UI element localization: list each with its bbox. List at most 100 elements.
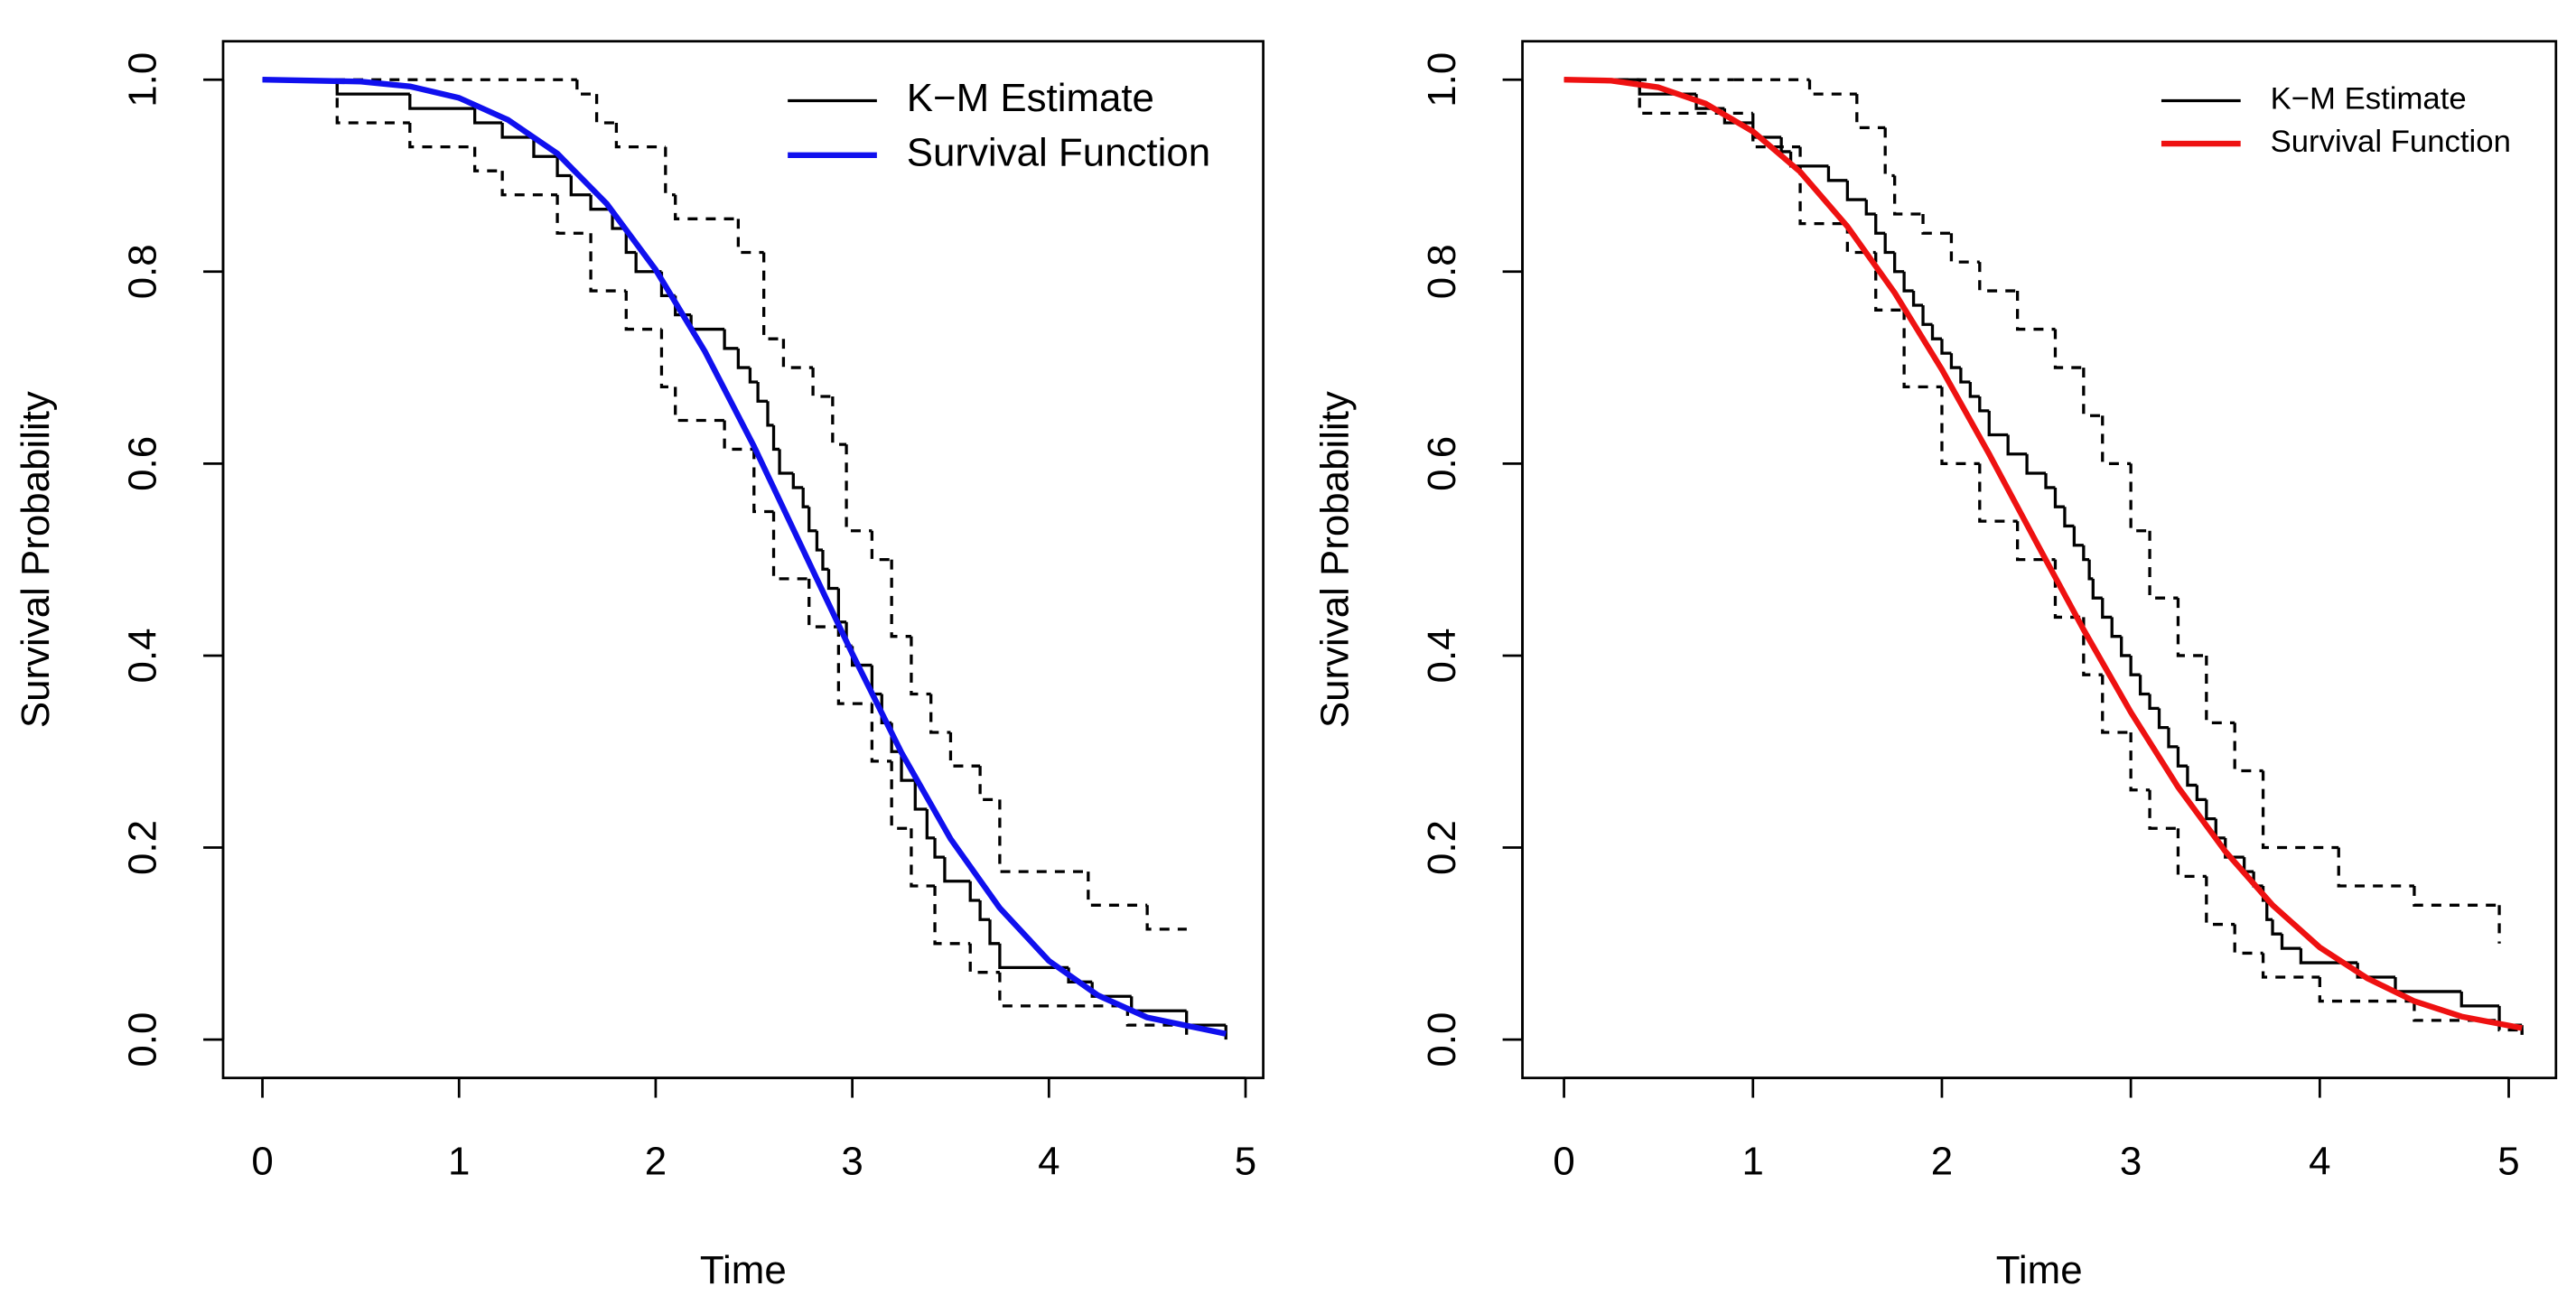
km-step — [1779, 136, 1791, 154]
km-step — [1090, 982, 1132, 998]
ci-step — [2233, 924, 2263, 955]
ci-step — [968, 943, 1000, 974]
km-step — [1902, 271, 1914, 293]
km-step — [2110, 617, 2122, 638]
ci-step — [674, 194, 739, 220]
km-step — [1788, 151, 1829, 168]
ci-step — [2205, 655, 2235, 724]
ci-step — [929, 694, 951, 734]
ci-step — [2176, 598, 2207, 657]
ci-step — [659, 329, 676, 388]
ci-step — [1087, 871, 1148, 907]
y-tick-label: 0.8 — [121, 244, 165, 299]
km-step — [2394, 977, 2462, 993]
km-step — [826, 569, 839, 591]
ci-step — [614, 123, 666, 149]
legend-label: K−M Estimate — [907, 76, 1154, 120]
km-step — [2129, 655, 2141, 676]
ci-step — [1978, 262, 2018, 293]
km-step — [1893, 252, 1905, 274]
x-tick-label: 5 — [1235, 1139, 1256, 1183]
ci-step — [2101, 675, 2132, 734]
km-step — [988, 919, 1000, 946]
ci-step — [870, 530, 892, 562]
ci-step — [1883, 127, 1895, 178]
ci-step — [781, 339, 814, 369]
x-tick-label: 1 — [448, 1139, 470, 1183]
km-step — [900, 751, 916, 782]
ci-step — [1845, 223, 1876, 255]
km-step — [2265, 899, 2273, 921]
km-step — [2459, 991, 2500, 1008]
y-tick-label: 0.0 — [1420, 1012, 1464, 1067]
legend-label: Survival Function — [2271, 125, 2511, 159]
ci-step — [723, 420, 754, 452]
ci-step — [1855, 94, 1886, 130]
survival-curve — [1563, 77, 2523, 1031]
survival-curve — [262, 77, 1227, 1037]
x-tick-label: 2 — [645, 1139, 667, 1183]
km-step — [2063, 507, 2075, 528]
km-step — [2280, 934, 2301, 950]
km-step — [801, 487, 809, 508]
legend-label: Survival Function — [907, 130, 1210, 174]
km-step — [2138, 675, 2151, 696]
ci-step — [2337, 847, 2414, 888]
km-step — [2271, 919, 2282, 936]
legend-label: K−M Estimate — [2271, 82, 2467, 116]
km-step — [2120, 636, 2132, 657]
ci-step — [1940, 387, 1980, 466]
plot: 0 1 2 3 4 5 0.0 0.2 0.4 0.6 0.8 1.0 Time Survival Pro… — [14, 40, 1265, 1292]
y-axis-label: Survival Probability — [14, 391, 58, 728]
km-step — [736, 348, 751, 369]
ci-step — [2082, 617, 2103, 676]
km-step — [2082, 545, 2090, 562]
x-axis-label: Time — [1996, 1248, 2083, 1292]
km-step — [2148, 694, 2160, 711]
ci-step — [1145, 905, 1187, 931]
ci-step — [335, 79, 410, 125]
km-step — [2186, 766, 2198, 787]
km-step — [2157, 708, 2169, 730]
km-step — [1921, 304, 1933, 326]
x-tick-label: 5 — [2497, 1139, 2519, 1183]
ci-step — [624, 291, 662, 331]
x-tick-label: 3 — [2120, 1139, 2142, 1183]
ci-step — [2053, 329, 2084, 369]
km-step — [836, 588, 847, 624]
km-step — [933, 837, 945, 859]
km-step — [978, 899, 990, 921]
km-step — [2167, 727, 2179, 749]
km-step — [1845, 180, 1867, 201]
ci-step — [1807, 79, 1857, 96]
ci-step — [674, 387, 725, 423]
ci-step — [2129, 463, 2151, 533]
y-tick-label: 1.0 — [1420, 52, 1464, 107]
ci-step — [1978, 463, 2018, 523]
ci-step — [2176, 828, 2207, 879]
plot: 0 1 2 3 4 5 0.0 0.2 0.4 0.6 0.8 1.0 Time Survival Pro… — [1312, 40, 2558, 1292]
ci-step — [910, 828, 936, 888]
km-step — [2072, 526, 2084, 547]
km-step — [1949, 353, 1961, 369]
km-step — [1874, 214, 1886, 235]
ci-step — [473, 146, 503, 172]
ci-step — [2129, 732, 2151, 792]
km-step — [766, 401, 774, 427]
y-tick-label: 0.2 — [1420, 820, 1464, 875]
ci-step — [1874, 252, 1905, 312]
y-tick-label: 0.8 — [1420, 244, 1464, 299]
ci-step — [2205, 876, 2235, 927]
km-step — [689, 314, 725, 331]
ci-step — [575, 79, 597, 96]
km-step — [756, 382, 769, 403]
km-step — [1959, 368, 1971, 384]
km-step — [1864, 200, 1876, 216]
y-axis-label: Survival Probability — [1312, 391, 1357, 728]
ci-step — [2015, 291, 2056, 331]
km-step — [589, 194, 613, 211]
km-step — [2087, 559, 2094, 581]
km-step — [2176, 746, 2188, 768]
km-step — [2006, 434, 2028, 456]
km-step — [870, 665, 882, 696]
